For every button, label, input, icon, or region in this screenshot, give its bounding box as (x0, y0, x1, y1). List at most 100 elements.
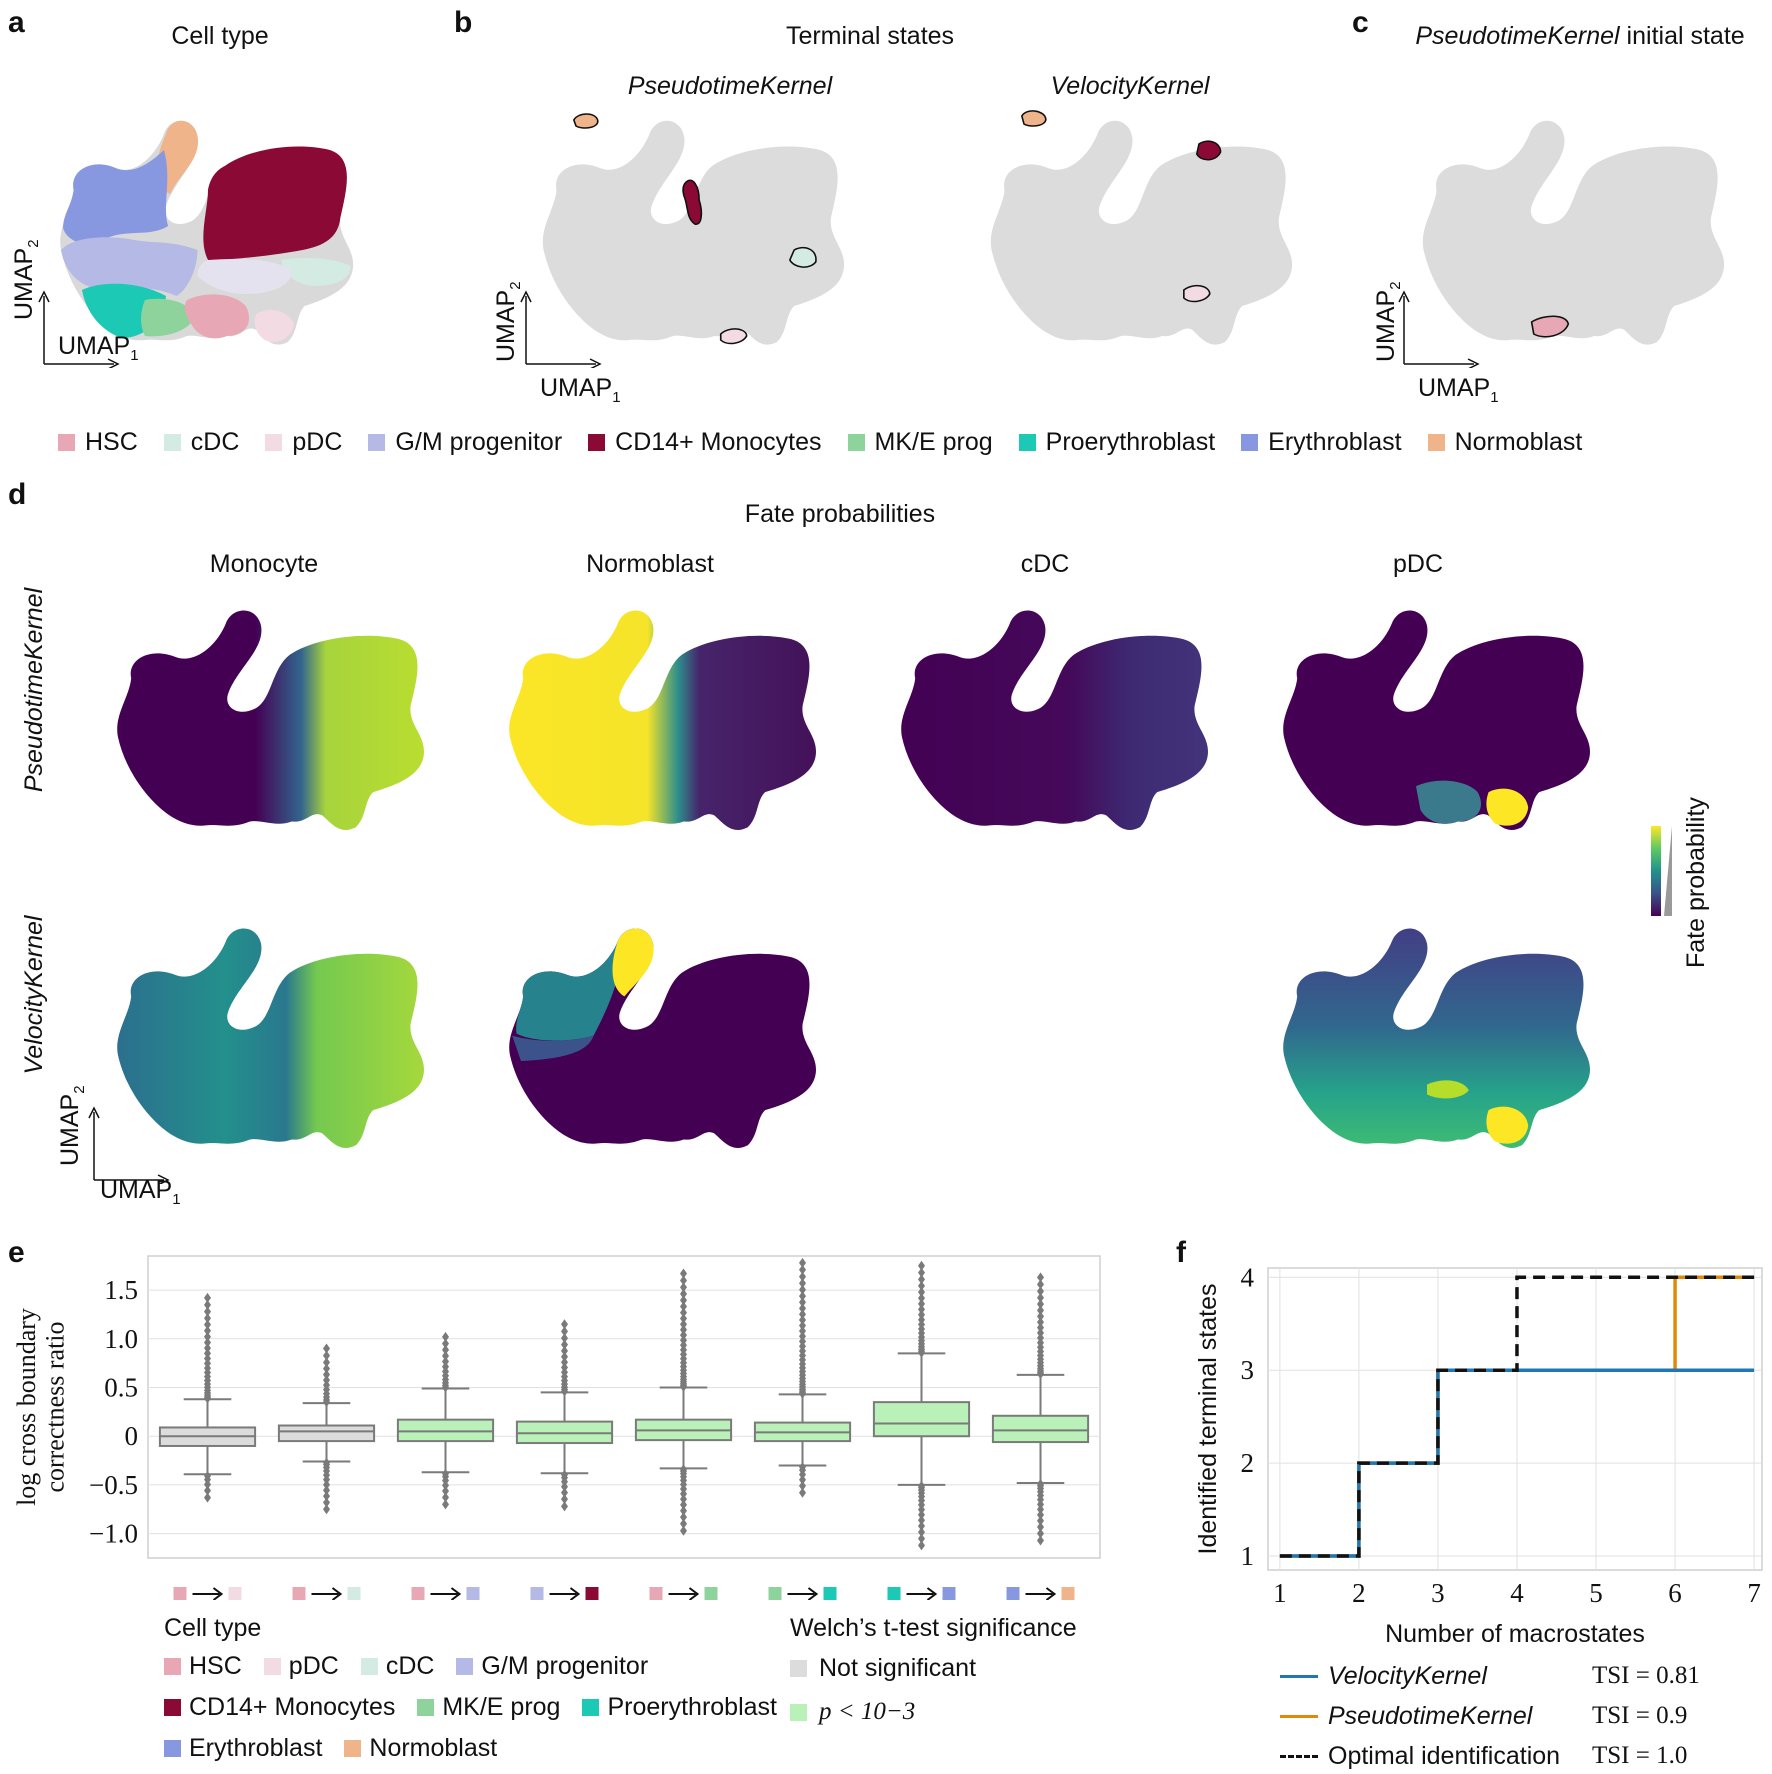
terminal-monocyte (682, 179, 703, 225)
legend-e-item: Erythroblast (164, 1734, 322, 1763)
legend-label: G/M progenitor (481, 1652, 649, 1680)
panel-a-title: Cell type (171, 22, 269, 50)
region-erythroblast (63, 150, 169, 244)
panel-letter-a: a (8, 6, 25, 39)
panel-letter-f: f (1176, 1236, 1186, 1269)
legend-tsi: TSI = 1.0 (1592, 1742, 1688, 1769)
legend-label: HSC (85, 428, 138, 456)
row-label-velocity: VelocityKernel (20, 915, 48, 1075)
legend-f-item: VelocityKernel TSI = 0.81 (1280, 1658, 1760, 1694)
fate-pt-cdc (901, 610, 1208, 830)
ytick-label: 1.0 (104, 1324, 138, 1354)
legend-item-hsc: HSC (58, 428, 138, 457)
legend-item-g-m-progenitor: G/M progenitor (368, 428, 562, 457)
box-3 (515, 1319, 614, 1512)
panel-b-title: Terminal states (785, 22, 955, 50)
legend-item-cdc: cDC (163, 428, 239, 457)
legend-swatch (1427, 434, 1445, 451)
label-significant: p < 10−3 (819, 1698, 916, 1725)
xtick-from-swatch (173, 1587, 187, 1600)
legend-label: Proerythroblast (607, 1693, 777, 1721)
xtick-to-swatch (347, 1587, 361, 1600)
xtick-from-swatch (768, 1587, 782, 1600)
xtick-to-swatch (704, 1587, 718, 1600)
legend-not-significant: Not significant (790, 1654, 976, 1683)
box-5 (753, 1257, 852, 1498)
terminal-cdc (788, 246, 817, 268)
region-mixed (197, 259, 292, 294)
xtick-from-swatch (411, 1587, 425, 1600)
legend-label: G/M progenitor (395, 428, 563, 456)
umap-y-label-d: UMAP2 (56, 1085, 88, 1166)
legend-label: CD14+ Monocytes (189, 1693, 396, 1721)
xtick-label: 2 (1352, 1578, 1366, 1608)
swatch-not-significant (790, 1660, 807, 1677)
umap-initial-state (1422, 120, 1725, 345)
ytick-label: 0.5 (104, 1373, 138, 1403)
legend-line (1280, 1714, 1318, 1718)
box-0 (158, 1292, 257, 1503)
panel-letter-e: e (8, 1236, 25, 1269)
legend-e-item: G/M progenitor (456, 1652, 648, 1681)
legend-e-item: CD14+ Monocytes (164, 1693, 395, 1722)
xtick-from-swatch (530, 1587, 544, 1600)
legend-f-item: Optimal identification TSI = 1.0 (1280, 1738, 1760, 1774)
umap-axes-arrows-b (520, 290, 602, 368)
legend-label: Erythroblast (1268, 428, 1402, 456)
box-4 (634, 1268, 733, 1536)
umap-cell-type (60, 120, 354, 345)
legend-swatch (344, 1740, 362, 1757)
box-2 (396, 1331, 495, 1510)
umap-y-label-a: UMAP2 (10, 239, 42, 320)
step-plot-terminal-states: 1 2 3 4 5 6 7 1 2 3 4 Number of macrostates Identifi… (1194, 1262, 1763, 1648)
col-title-pdc: pDC (1392, 550, 1443, 578)
row-label-pseudotime: PseudotimeKernel (20, 587, 48, 793)
legend-label: MK/E prog (442, 1693, 561, 1721)
fate-vk-pdc (1283, 928, 1590, 1148)
ytick-label: 1 (1241, 1541, 1255, 1571)
legend-swatch (164, 1658, 181, 1675)
ylabel-e: log cross boundarycorrectness ratio (12, 1308, 70, 1506)
xtick-from-swatch (292, 1587, 306, 1600)
xtick-to-swatch (466, 1587, 480, 1600)
xtick-label: 4 (1510, 1578, 1524, 1608)
box-1 (277, 1343, 376, 1515)
xtick-to-swatch (823, 1587, 837, 1600)
legend-item-erythroblast: Erythroblast (1241, 428, 1402, 457)
region-gm-progenitor (61, 237, 198, 296)
legend-line (1280, 1674, 1318, 1678)
xtick-label: 1 (1273, 1578, 1287, 1608)
xtick-from-swatch (1006, 1587, 1020, 1600)
xlabel-f: Number of macrostates (1385, 1620, 1645, 1648)
legend-swatch (164, 1699, 181, 1716)
xtick-to-swatch (228, 1587, 242, 1600)
terminal-pdc-v (1183, 284, 1211, 303)
cell-type-legend: HSC cDC pDC G/M progenitor CD14+ Monocytes MK… (58, 428, 1758, 457)
box-7 (991, 1272, 1090, 1546)
legend-swatch (263, 1658, 281, 1675)
xtick-to-swatch (585, 1587, 599, 1600)
fate-pt-pdc (1283, 610, 1590, 830)
fate-vk-normoblast (509, 928, 816, 1148)
series-line-optimal-identification (1279, 1275, 1755, 1558)
legend-label: Erythroblast (189, 1734, 323, 1762)
panel-d-title: Fate probabilities (744, 500, 936, 528)
region-hsc (184, 294, 250, 339)
panel-letter-c: c (1352, 6, 1369, 39)
terminal-normoblast (572, 113, 599, 129)
legend-tsi: TSI = 0.81 (1592, 1662, 1700, 1689)
legend-line (1280, 1754, 1318, 1758)
umap-x-label-c: UMAP1 (1418, 374, 1499, 406)
legend-swatch (588, 434, 606, 451)
legend-cell-types-e: HSC pDC cDC G/M progenitor CD14+ Monocytes MK… (164, 1652, 784, 1763)
xtick-to-swatch (1061, 1587, 1075, 1600)
legend-e-item: Normoblast (344, 1734, 497, 1763)
legend-label: MK/E prog (874, 428, 993, 456)
legend-swatch (368, 434, 386, 451)
legend-label: cDC (385, 1652, 435, 1680)
region-normoblast (157, 120, 199, 194)
xtick-label: 3 (1431, 1578, 1445, 1608)
ylabel-f: Identified terminal states (1194, 1284, 1222, 1555)
legend-swatch (847, 434, 865, 451)
legend-swatch (163, 434, 181, 451)
